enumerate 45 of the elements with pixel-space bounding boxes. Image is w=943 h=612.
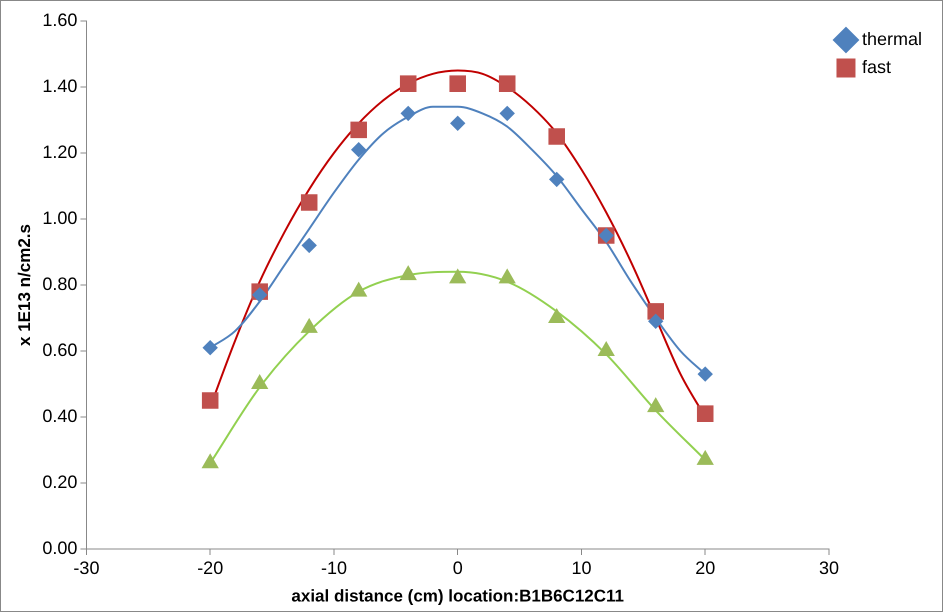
point [498, 75, 516, 92]
point [400, 106, 416, 121]
point [548, 128, 565, 145]
point [350, 122, 367, 138]
point [302, 238, 317, 253]
y-tick-label: 0.20 [42, 472, 78, 492]
y-tick-label: 0.00 [42, 538, 78, 558]
point [500, 106, 515, 121]
point [350, 282, 367, 297]
x-tick-label: -20 [197, 558, 224, 578]
x-tick-label: -10 [320, 558, 347, 578]
y-tick-label: 1.00 [42, 208, 78, 228]
point [251, 374, 268, 389]
point [648, 314, 664, 329]
point [449, 75, 466, 92]
y-tick-label: 0.40 [42, 406, 78, 426]
point [549, 172, 564, 187]
y-tick-label: 0.80 [42, 274, 78, 294]
x-tick-label: -30 [73, 558, 100, 578]
point [400, 75, 416, 92]
point [300, 318, 318, 333]
x-tick-label: 0 [452, 558, 463, 578]
x-tick-label: 10 [571, 558, 592, 578]
point [202, 454, 218, 468]
point [548, 308, 566, 323]
y-tick-label: 1.40 [42, 76, 78, 96]
point [300, 194, 318, 211]
legend-label: fast [862, 56, 891, 77]
legend-label: thermal [862, 28, 922, 49]
point [598, 342, 615, 356]
point [400, 266, 416, 280]
point [647, 398, 664, 412]
x-tick-label: 30 [818, 558, 839, 578]
point [351, 142, 366, 158]
x-axis-title: axial distance (cm) location:B1B6C12C11 [291, 586, 624, 606]
y-axis-title: x 1E13 n/cm2.s [14, 224, 34, 346]
x-tick-label: 20 [695, 558, 716, 578]
y-tick-label: 0.60 [42, 340, 78, 360]
point [696, 450, 714, 465]
point [252, 287, 268, 302]
point [498, 268, 516, 284]
point [449, 268, 466, 284]
y-tick-label: 1.20 [42, 142, 78, 162]
y-tick-label: 1.60 [42, 10, 78, 30]
point [450, 116, 466, 131]
